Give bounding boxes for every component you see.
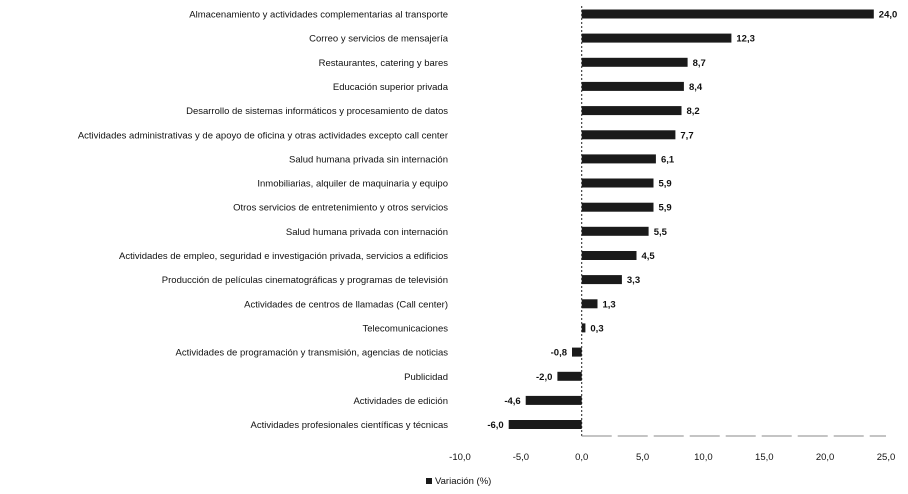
value-label: -6,0: [487, 420, 503, 431]
x-tick-label: 25,0: [877, 452, 896, 463]
x-tick-label: -10,0: [449, 452, 471, 463]
category-label: Correo y servicios de mensajería: [309, 34, 449, 45]
bar: [572, 347, 582, 357]
bar: [581, 299, 598, 309]
value-label: 4,5: [642, 251, 656, 262]
x-tick-label: 10,0: [694, 452, 713, 463]
bar: [581, 178, 654, 188]
value-label: 5,9: [659, 203, 672, 214]
x-tick-label: 15,0: [755, 452, 774, 463]
x-tick-label: 5,0: [636, 452, 649, 463]
value-labels: 24,0 12,3 8,7 8,4 8,2 7,7 6,1 5,9 5,9 5,5 4,5 3,3 1,…: [487, 10, 897, 432]
category-label: Actividades de centros de llamadas (Call…: [244, 299, 448, 310]
x-axis: -10,0 -5,0 0,0 5,0 10,0 15,0 20,0 25,0: [449, 435, 896, 463]
value-label: 3,3: [627, 275, 640, 286]
bar: [508, 420, 582, 429]
bar: [581, 33, 732, 43]
value-label: 5,9: [659, 179, 672, 190]
category-label: Salud humana privada sin internación: [289, 154, 448, 165]
category-label: Telecomunicaciones: [362, 323, 448, 334]
value-label: 6,1: [661, 154, 675, 165]
bar: [581, 106, 682, 116]
category-label: Actividades profesionales científicas y …: [251, 420, 449, 431]
value-label: 7,7: [680, 130, 693, 141]
value-label: 1,3: [603, 299, 616, 310]
bar: [525, 395, 582, 405]
category-labels: Almacenamiento y actividades complementa…: [78, 10, 449, 432]
category-label: Actividades de programación y transmisió…: [176, 348, 449, 359]
x-tick-label: 20,0: [816, 452, 835, 463]
bar: [557, 371, 582, 381]
value-label: 24,0: [879, 10, 898, 21]
bar: [581, 130, 676, 140]
bar: [581, 226, 649, 236]
bar: [581, 323, 586, 333]
legend: Variación (%): [426, 476, 491, 487]
value-label: -0,8: [551, 348, 567, 359]
bar: [581, 9, 874, 19]
category-label: Desarrollo de sistemas informáticos y pr…: [186, 106, 448, 117]
legend-label: Variación (%): [435, 476, 491, 487]
category-label: Actividades de edición: [353, 396, 448, 407]
category-label: Educación superior privada: [333, 82, 449, 93]
bar: [581, 81, 684, 91]
category-label: Restaurantes, catering y bares: [319, 58, 449, 69]
value-label: 5,5: [654, 227, 668, 238]
x-tick-label: -5,0: [513, 452, 529, 463]
legend-swatch: [426, 478, 432, 484]
bar: [581, 275, 622, 285]
category-label: Publicidad: [404, 372, 448, 383]
bar: [581, 251, 637, 260]
value-label: 8,4: [689, 82, 703, 93]
bar: [581, 57, 688, 67]
value-label: -4,6: [504, 396, 520, 407]
category-label: Almacenamiento y actividades complementa…: [189, 10, 448, 21]
category-label: Inmobiliarias, alquiler de maquinaria y …: [257, 179, 448, 190]
value-label: -2,0: [536, 372, 552, 383]
category-label: Otros servicios de entretenimiento y otr…: [233, 203, 448, 214]
value-label: 0,3: [590, 323, 603, 334]
category-label: Actividades de empleo, seguridad e inves…: [119, 251, 448, 262]
value-label: 12,3: [736, 34, 755, 45]
bar: [581, 154, 656, 164]
x-tick-label: 0,0: [575, 452, 588, 463]
value-label: 8,2: [687, 106, 700, 117]
value-label: 8,7: [693, 58, 706, 69]
bar: [581, 202, 654, 212]
bars-layer: [508, 9, 874, 429]
category-label: Producción de películas cinematográficas…: [162, 275, 448, 286]
category-label: Actividades administrativas y de apoyo d…: [78, 130, 448, 141]
category-label: Salud humana privada con internación: [286, 227, 448, 238]
